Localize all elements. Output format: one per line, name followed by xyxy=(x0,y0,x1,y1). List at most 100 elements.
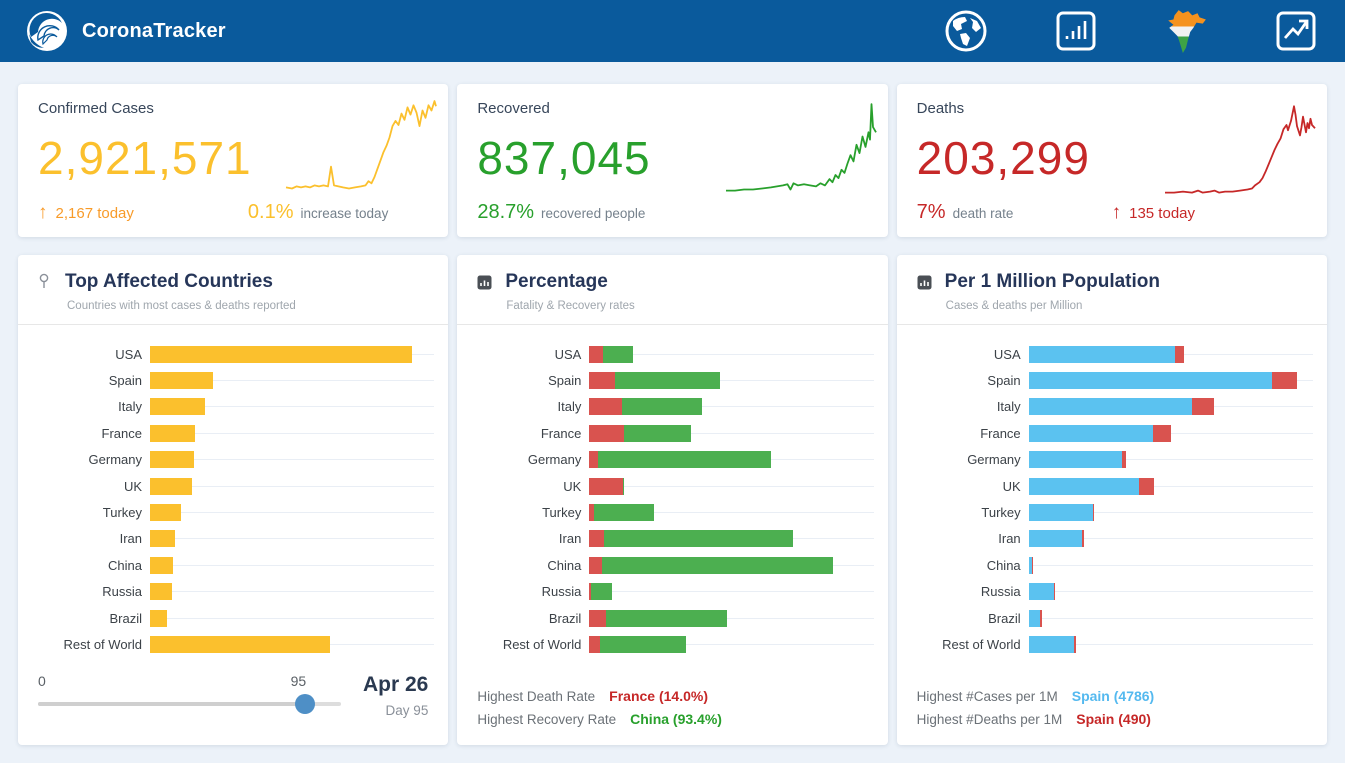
card-title: Recovered xyxy=(477,100,550,117)
country-label: Turkey xyxy=(102,505,142,521)
bar-segment xyxy=(150,530,176,548)
chart-row: France xyxy=(38,420,435,446)
bar-track xyxy=(1028,398,1313,416)
day-slider-footer: 0 95 Apr 26 Day 95 xyxy=(18,673,448,745)
country-label: Turkey xyxy=(542,505,582,521)
selected-day: Day 95 xyxy=(385,703,429,718)
chart-row: China xyxy=(477,552,874,578)
bar-track xyxy=(1028,424,1313,442)
bar-segment xyxy=(150,345,412,363)
bar-segment xyxy=(614,372,720,390)
deaths-card: Deaths 203,299 7% death rate ↑ 135 today xyxy=(896,84,1327,237)
gridline xyxy=(150,432,435,434)
chart-row: Iran xyxy=(477,526,874,552)
gridline xyxy=(1028,591,1313,593)
chart-row: USA xyxy=(38,341,435,367)
gridline xyxy=(150,564,435,566)
bar-segment xyxy=(1028,635,1075,653)
chart-row: China xyxy=(917,552,1313,578)
slider-value-label: 95 xyxy=(290,673,307,689)
top-affected-bar-chart: USA Spain Italy France Germany UK Turkey Iran Ch… xyxy=(18,325,448,662)
bar-segment xyxy=(598,451,772,469)
deaths-sparkline xyxy=(1165,105,1316,194)
chart-row: Italy xyxy=(477,394,874,420)
navbar: CoronaTracker xyxy=(0,0,1345,62)
bar-segment xyxy=(1028,398,1192,416)
country-label: Russia xyxy=(102,584,142,600)
chart-row: Brazil xyxy=(917,605,1313,631)
up-arrow-icon: ↑ xyxy=(1111,202,1122,223)
panel-header: Percentage Fatality & Recovery rates xyxy=(457,255,888,325)
india-map-icon[interactable] xyxy=(1163,8,1209,54)
confirmed-today-text: 2,167 today xyxy=(55,205,134,222)
percentage-footer: Highest Death Rate France (14.0%) Highes… xyxy=(457,681,887,745)
globe-icon[interactable] xyxy=(943,8,989,54)
highest-deaths-per-1m-label: Highest #Deaths per 1M xyxy=(916,712,1063,727)
bar-segment xyxy=(1174,345,1184,363)
country-label: Iran xyxy=(998,531,1021,547)
country-label: UK xyxy=(1002,478,1021,494)
bar-segment xyxy=(604,530,794,548)
chart-row: UK xyxy=(917,473,1313,499)
gridline xyxy=(589,353,874,355)
highest-death-rate-value: France (14.0%) xyxy=(609,688,708,704)
recovered-total: 837,045 xyxy=(477,132,651,184)
top-affected-countries-panel: Top Affected Countries Countries with mo… xyxy=(18,255,449,745)
bar-chart-icon[interactable] xyxy=(1053,8,1099,54)
bar-track xyxy=(1028,451,1313,469)
bar-segment xyxy=(589,609,606,627)
country-label: USA xyxy=(554,346,582,362)
bar-segment xyxy=(1028,451,1123,469)
bar-segment xyxy=(594,504,654,522)
slider-fill xyxy=(38,702,305,706)
country-label: Germany xyxy=(527,452,582,468)
slider-track[interactable] xyxy=(38,694,341,714)
chart-row: Rest of World xyxy=(38,631,435,657)
bar-segment xyxy=(605,609,728,627)
gridline xyxy=(1028,459,1313,461)
country-label: China xyxy=(986,557,1021,573)
mini-bar-chart-icon xyxy=(477,275,492,289)
country-label: Russia xyxy=(541,584,582,600)
bar-segment xyxy=(1122,451,1127,469)
bar-track xyxy=(589,583,874,601)
panel-subtitle: Cases & deaths per Million xyxy=(945,300,1083,312)
gridline xyxy=(589,512,874,514)
bar-track xyxy=(589,609,874,627)
gridline xyxy=(589,406,874,408)
bar-segment xyxy=(622,398,702,416)
per-million-panel: Per 1 Million Population Cases & deaths … xyxy=(896,255,1327,745)
panel-header: Per 1 Million Population Cases & deaths … xyxy=(896,255,1327,325)
percentage-panel: Percentage Fatality & Recovery rates USA… xyxy=(457,255,888,745)
bar-segment xyxy=(150,424,196,442)
bar-segment xyxy=(589,424,624,442)
bar-segment xyxy=(1028,556,1032,574)
brand[interactable]: CoronaTracker xyxy=(26,10,226,52)
gridline xyxy=(150,591,435,593)
per-million-stacked-bar-chart: USA Spain Italy France Germany UK Turkey Iran Ch… xyxy=(897,325,1327,662)
chart-row: Iran xyxy=(917,526,1313,552)
bar-segment xyxy=(150,556,174,574)
bar-segment xyxy=(1081,530,1085,548)
chart-row: USA xyxy=(477,341,874,367)
chart-row: Spain xyxy=(477,367,874,393)
bar-track xyxy=(150,583,435,601)
bar-track xyxy=(1028,583,1313,601)
day-slider[interactable]: 0 95 xyxy=(38,673,341,725)
chart-row: Turkey xyxy=(477,499,874,525)
bar-segment xyxy=(150,504,181,522)
trend-icon[interactable] xyxy=(1273,8,1319,54)
bar-segment xyxy=(589,451,599,469)
bar-track xyxy=(150,556,435,574)
country-label: China xyxy=(547,557,582,573)
per-million-footer: Highest #Cases per 1M Spain (4786) Highe… xyxy=(897,681,1327,745)
highest-recovery-rate-label: Highest Recovery Rate xyxy=(477,712,617,727)
chart-row: Spain xyxy=(917,367,1313,393)
bar-track xyxy=(589,530,874,548)
bar-track xyxy=(1028,635,1313,653)
country-label: France xyxy=(540,425,582,441)
slider-handle[interactable] xyxy=(294,694,315,714)
bar-track xyxy=(1028,530,1313,548)
bar-segment xyxy=(150,583,173,601)
increase-pct: 0.1% xyxy=(247,201,294,223)
